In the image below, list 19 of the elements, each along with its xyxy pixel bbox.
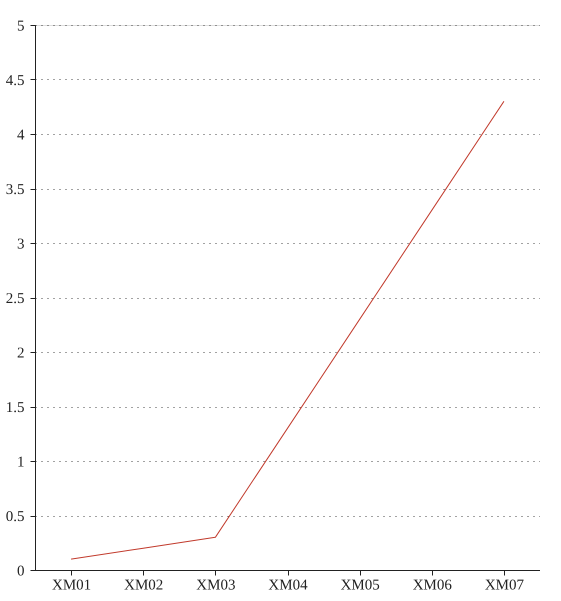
y-tick-label: 5 (17, 18, 24, 34)
y-tick-label: 3.5 (6, 182, 24, 198)
y-tick-label: 3 (17, 236, 24, 252)
x-tick-label: XM06 (412, 578, 452, 594)
x-tick-label: XM04 (268, 578, 308, 594)
y-tick-label: 0 (17, 564, 24, 580)
y-tick-label: 0.5 (6, 509, 24, 525)
y-tick-label: 1 (17, 454, 24, 470)
x-tick-label: XM03 (196, 578, 236, 594)
y-tick-label: 2 (17, 346, 24, 362)
y-tick-label: 2.5 (6, 291, 24, 307)
y-tick-label: 1.5 (6, 400, 24, 416)
x-tick-label: XM02 (124, 578, 164, 594)
line-series (70, 100, 504, 560)
x-tick-label: XM07 (484, 578, 525, 594)
x-tick-label: XM01 (52, 578, 92, 594)
x-tick-label: XM05 (340, 578, 380, 594)
y-tick-label: 4.5 (6, 73, 24, 89)
y-tick-label: 4 (17, 128, 25, 144)
